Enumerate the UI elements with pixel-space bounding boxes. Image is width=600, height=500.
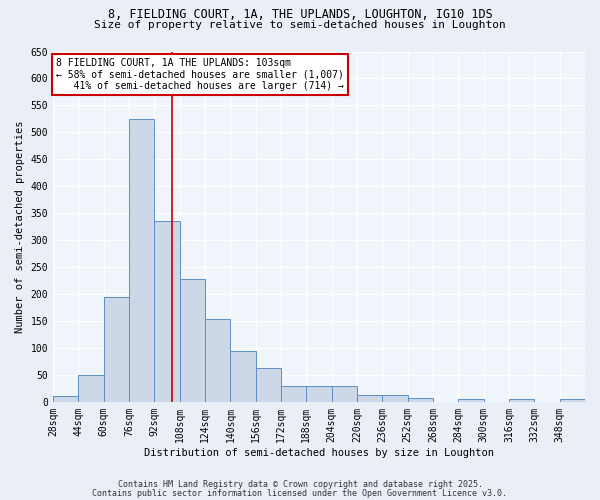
Bar	[205, 320, 230, 402]
Bar	[307, 386, 332, 402]
Bar	[179, 279, 205, 402]
Text: 8, FIELDING COURT, 1A, THE UPLANDS, LOUGHTON, IG10 1DS: 8, FIELDING COURT, 1A, THE UPLANDS, LOUG…	[107, 8, 493, 20]
Text: Contains HM Land Registry data © Crown copyright and database right 2025.: Contains HM Land Registry data © Crown c…	[118, 480, 482, 489]
Bar	[256, 368, 281, 402]
X-axis label: Distribution of semi-detached houses by size in Loughton: Distribution of semi-detached houses by …	[144, 448, 494, 458]
Bar	[407, 398, 433, 402]
Bar	[382, 395, 407, 402]
Bar	[79, 375, 104, 402]
Bar	[458, 399, 484, 402]
Bar	[53, 396, 79, 402]
Text: Size of property relative to semi-detached houses in Loughton: Size of property relative to semi-detach…	[94, 20, 506, 30]
Bar	[104, 296, 129, 402]
Bar	[560, 399, 585, 402]
Bar	[332, 386, 357, 402]
Bar	[230, 350, 256, 402]
Bar	[509, 399, 535, 402]
Bar	[281, 386, 307, 402]
Y-axis label: Number of semi-detached properties: Number of semi-detached properties	[15, 120, 25, 333]
Text: 8 FIELDING COURT, 1A THE UPLANDS: 103sqm
← 58% of semi-detached houses are small: 8 FIELDING COURT, 1A THE UPLANDS: 103sqm…	[56, 58, 344, 91]
Bar	[357, 395, 382, 402]
Bar	[154, 222, 179, 402]
Text: Contains public sector information licensed under the Open Government Licence v3: Contains public sector information licen…	[92, 489, 508, 498]
Bar	[129, 119, 154, 402]
